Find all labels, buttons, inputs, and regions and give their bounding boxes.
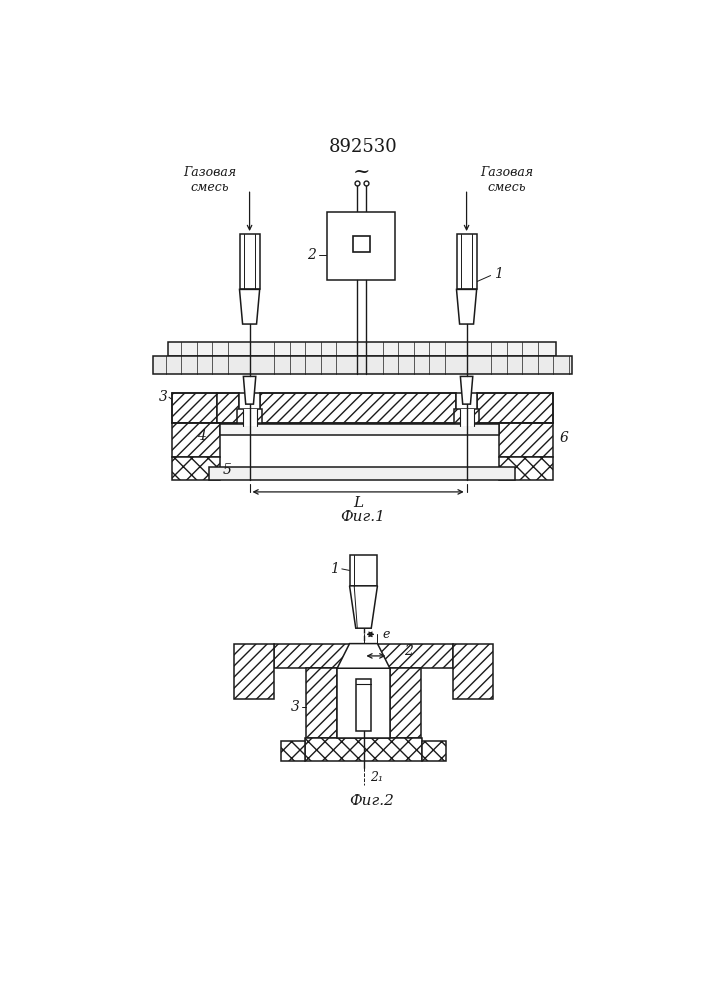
Bar (243, 409, 257, 426)
Bar (460, 409, 474, 426)
Bar (220, 424, 499, 435)
Bar (353, 235, 370, 252)
Bar (456, 393, 477, 409)
Text: Фиг.2: Фиг.2 (349, 794, 394, 808)
Bar (477, 393, 554, 423)
Bar (260, 393, 456, 423)
Text: 5: 5 (223, 463, 231, 477)
Bar (172, 423, 220, 457)
Text: ~: ~ (352, 163, 370, 182)
Text: e: e (382, 628, 390, 641)
Bar (457, 234, 477, 289)
Bar (499, 423, 554, 457)
Text: L: L (353, 496, 363, 510)
Text: Газовая
смесь: Газовая смесь (182, 166, 236, 194)
Text: 3: 3 (291, 700, 300, 714)
Bar (306, 668, 337, 738)
Bar (305, 738, 421, 761)
Bar (452, 644, 493, 699)
Bar (499, 457, 554, 480)
Polygon shape (337, 644, 390, 668)
Text: 2₁: 2₁ (370, 771, 382, 784)
Bar (172, 457, 220, 480)
Bar (239, 393, 260, 409)
Bar (281, 741, 305, 761)
Bar (337, 668, 390, 738)
Text: 1: 1 (493, 267, 503, 281)
Polygon shape (240, 289, 259, 324)
Bar (349, 555, 378, 586)
Text: Фиг.1: Фиг.1 (340, 510, 385, 524)
Text: 3: 3 (158, 390, 168, 404)
Bar (153, 356, 572, 374)
Text: 892530: 892530 (328, 138, 397, 156)
Text: 6: 6 (559, 431, 568, 445)
Text: Газовая
смесь: Газовая смесь (480, 166, 534, 194)
Text: 1: 1 (330, 562, 339, 576)
Bar (274, 644, 452, 668)
Bar (421, 741, 446, 761)
Bar (209, 467, 515, 480)
Text: 2: 2 (404, 644, 413, 658)
Bar (240, 234, 259, 289)
Bar (454, 409, 479, 426)
Bar (327, 212, 395, 280)
Bar (217, 393, 239, 423)
Bar (237, 409, 262, 426)
Bar (234, 644, 274, 699)
Polygon shape (349, 586, 378, 628)
Text: 4: 4 (197, 429, 206, 443)
Bar (168, 342, 556, 356)
Polygon shape (460, 376, 473, 404)
Bar (356, 679, 371, 731)
Polygon shape (243, 376, 256, 404)
Text: 2: 2 (308, 248, 316, 262)
Bar (172, 393, 217, 423)
Bar (390, 668, 421, 738)
Polygon shape (457, 289, 477, 324)
